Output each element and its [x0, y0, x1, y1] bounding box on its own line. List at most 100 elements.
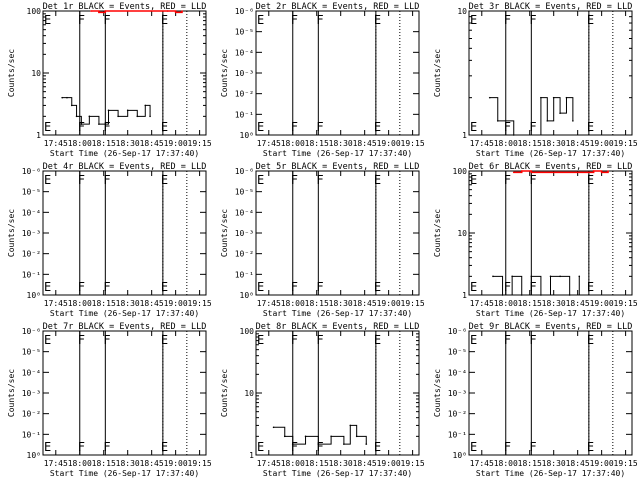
y-tick-label: 10⁻⁶: [235, 7, 254, 16]
data-point: [136, 115, 139, 118]
x-tick-label: 18:15: [518, 459, 542, 468]
y-axis-label: Counts/sec: [7, 209, 16, 257]
y-tick-label: 10⁻³: [235, 69, 254, 78]
x-tick-label: 18:00: [68, 459, 92, 468]
x-tick-label: 18:15: [518, 299, 542, 308]
marker-label-top: E: [374, 13, 381, 27]
x-tick-label: 19:00: [164, 459, 188, 468]
x-tick-label: 18:45: [353, 139, 377, 148]
marker-label-bottom: F: [529, 120, 536, 134]
data-point: [166, 10, 169, 12]
y-tick-label: 1: [36, 131, 41, 140]
y-tick-label: 10⁻⁶: [235, 167, 254, 176]
x-tick-label: 17:45: [470, 459, 494, 468]
x-tick-label: 19:15: [188, 299, 212, 308]
y-tick-label: 100: [240, 327, 255, 336]
marker-label-top: F: [504, 13, 511, 27]
marker-label-bottom: F: [78, 120, 85, 134]
data-point: [520, 170, 523, 172]
data-point: [291, 443, 294, 445]
data-point: [546, 120, 549, 122]
data-point: [181, 10, 183, 12]
x-tick-label: 19:15: [188, 459, 212, 468]
y-tick-label: 10⁻⁵: [448, 348, 467, 357]
x-axis-label: Start Time (26-Sep-17 17:37:40): [476, 149, 625, 158]
marker-label-bottom: E: [587, 120, 594, 134]
marker-label-top: E: [587, 333, 594, 347]
detector-panel-6: Det 6r BLACK = Events, RED = LLD 1 10 100 Co…: [433, 162, 638, 318]
marker-label-bottom: E: [44, 120, 51, 134]
data-point: [540, 96, 542, 99]
data-point: [520, 294, 523, 296]
data-point: [512, 171, 515, 174]
y-tick-label: 10⁻⁶: [22, 327, 41, 336]
y-tick-label: 1: [249, 451, 254, 460]
data-point: [488, 96, 491, 99]
data-point: [552, 96, 555, 99]
y-tick-label: 10⁻³: [22, 229, 41, 238]
data-point: [501, 294, 504, 296]
x-tick-label: 18:45: [566, 139, 590, 148]
y-tick-label: 10⁻²: [235, 90, 254, 99]
x-tick-label: 18:15: [305, 459, 329, 468]
x-tick-label: 18:45: [353, 459, 377, 468]
data-point: [549, 275, 552, 278]
data-point: [144, 104, 147, 107]
marker-label-bottom: F: [504, 280, 511, 294]
x-tick-label: 18:30: [329, 139, 353, 148]
y-tick-label: 10⁻³: [235, 229, 254, 238]
x-tick-label: 19:15: [188, 139, 212, 148]
marker-label-top: F: [103, 173, 110, 187]
x-tick-label: 18:00: [281, 459, 305, 468]
panel-title: Det 2r BLACK = Events, RED = LLD: [256, 2, 420, 12]
x-tick-label: 18:30: [116, 299, 140, 308]
y-axis-label: Counts/sec: [220, 49, 229, 97]
y-axis-label: Counts/sec: [7, 369, 16, 417]
data-point: [75, 115, 78, 118]
marker-label-bottom: F: [103, 280, 110, 294]
y-tick-label: 10⁰: [453, 451, 467, 460]
x-tick-label: 19:00: [377, 459, 401, 468]
marker-label-top: E: [470, 173, 477, 187]
x-tick-label: 18:45: [566, 459, 590, 468]
x-tick-label: 18:00: [281, 299, 305, 308]
data-point: [98, 123, 100, 125]
x-tick-label: 18:30: [116, 139, 140, 148]
marker-label-top: E: [44, 173, 51, 187]
x-axis-label: Start Time (26-Sep-17 17:37:40): [476, 309, 625, 318]
data-point: [70, 104, 73, 107]
marker-label-bottom: F: [103, 120, 110, 134]
y-tick-label: 10: [31, 69, 41, 78]
panel-title: Det 4r BLACK = Events, RED = LLD: [43, 162, 207, 172]
y-axis-label: Counts/sec: [433, 369, 442, 417]
marker-label-top: E: [470, 13, 477, 27]
data-point: [272, 426, 275, 429]
x-axis-label: Start Time (26-Sep-17 17:37:40): [50, 309, 199, 318]
x-tick-label: 18:45: [353, 299, 377, 308]
data-point: [568, 294, 571, 296]
marker-label-top: F: [529, 333, 536, 347]
marker-label-bottom: F: [504, 120, 511, 134]
data-point: [80, 123, 83, 125]
y-tick-label: 1: [462, 131, 467, 140]
data-point: [355, 435, 358, 438]
detector-panel-3: Det 3r BLACK = Events, RED = LLD 1 10 Count…: [433, 2, 638, 158]
x-tick-label: 18:00: [281, 139, 305, 148]
marker-label-top: E: [257, 333, 264, 347]
x-tick-label: 18:00: [494, 299, 518, 308]
detector-panel-8: Det 8r BLACK = Events, RED = LLD 1 10 100 Co…: [220, 322, 425, 478]
detector-panel-9: Det 9r BLACK = Events, RED = LLD 10⁰ 10⁻¹ 1…: [433, 322, 638, 478]
data-point: [365, 443, 368, 445]
marker-label-top: E: [161, 173, 168, 187]
x-tick-label: 19:15: [401, 299, 425, 308]
plot-frame: [468, 330, 633, 456]
plot-frame: [468, 10, 633, 136]
y-tick-label: 10⁰: [27, 451, 41, 460]
x-tick-label: 18:30: [329, 299, 353, 308]
y-tick-label: 10⁻⁵: [235, 188, 254, 197]
data-point: [90, 10, 92, 12]
marker-label-bottom: E: [470, 280, 477, 294]
y-axis-label: Counts/sec: [433, 49, 442, 97]
data-point: [512, 134, 515, 136]
